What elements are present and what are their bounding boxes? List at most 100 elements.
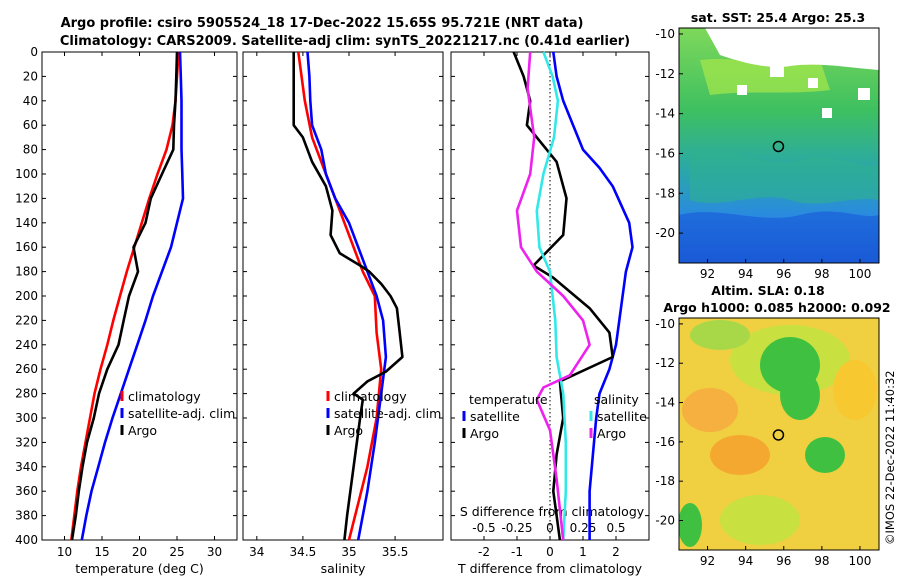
map-x-tick-label: 100 bbox=[848, 554, 871, 568]
title-line-1: Argo profile: csiro 5905524_18 17-Dec-20… bbox=[61, 16, 584, 31]
map-x-tick-label: 94 bbox=[738, 554, 753, 568]
argo-location-marker bbox=[772, 140, 785, 153]
sla-map-title-line-1: Altim. SLA: 0.18 bbox=[711, 283, 824, 298]
legend-label: Argo bbox=[470, 426, 499, 441]
x-tick-label: 20 bbox=[132, 545, 147, 559]
x-tick-label: 15 bbox=[94, 545, 109, 559]
map-y-tick-label: -18 bbox=[655, 474, 675, 488]
y-tick-label: 340 bbox=[15, 460, 38, 474]
s-axis-label: S difference from climatology bbox=[460, 504, 645, 519]
map-y-tick-label: -16 bbox=[655, 146, 675, 160]
series-line-climatology bbox=[70, 51, 180, 541]
x-axis-label: temperature (deg C) bbox=[75, 561, 204, 576]
sla-map-axes: 92 94 96 98 100 -10 -12 -14 -16 -18 -20 bbox=[655, 317, 880, 568]
map-x-tick-label: 96 bbox=[776, 554, 791, 568]
map-y-tick-label: -14 bbox=[655, 107, 675, 121]
y-tick-label: 300 bbox=[15, 411, 38, 425]
map-frame bbox=[678, 317, 880, 551]
legend-label: Argo bbox=[597, 426, 626, 441]
x-tick-label: 35 bbox=[341, 545, 356, 559]
map-y-tick-label: -18 bbox=[655, 186, 675, 200]
plot-frame bbox=[41, 51, 238, 541]
y-tick-label: 0 bbox=[30, 45, 38, 59]
y-tick-label: 180 bbox=[15, 265, 38, 279]
map-x-tick-label: 96 bbox=[776, 267, 791, 281]
x-tick-label: -1 bbox=[511, 545, 523, 559]
map-y-tick-label: -10 bbox=[655, 317, 675, 331]
s-tick-label: -0.5 bbox=[472, 521, 495, 535]
map-x-tick-label: 94 bbox=[738, 267, 753, 281]
x-tick-label: 1 bbox=[579, 545, 587, 559]
sst-map-axes: 92 94 96 98 100 -10 -12 -14 -16 -18 -20 bbox=[655, 27, 880, 281]
sst-map bbox=[679, 28, 879, 263]
credit-text: ©IMOS 22-Dec-2022 11:40:32 bbox=[883, 370, 897, 545]
y-tick-label: 280 bbox=[15, 387, 38, 401]
series-line-argo bbox=[70, 51, 179, 541]
map-x-tick-label: 92 bbox=[700, 554, 715, 568]
x-tick-label: 25 bbox=[169, 545, 184, 559]
series-line-climatology bbox=[297, 51, 383, 541]
series-line-satellite-adj-clim bbox=[306, 51, 388, 541]
legend-title-salinity: salinity bbox=[594, 392, 639, 407]
difference-panel: -2 -1 0 1 2 T difference from climatology S di… bbox=[450, 51, 650, 576]
s-tick-label: 0.5 bbox=[606, 521, 625, 535]
legend-label: climatology bbox=[128, 389, 201, 404]
x-axis-label: T difference from climatology bbox=[457, 561, 643, 576]
map-y-tick-label: -20 bbox=[655, 226, 675, 240]
legend-label: satellite bbox=[470, 409, 520, 424]
map-x-tick-label: 92 bbox=[700, 267, 715, 281]
y-tick-label: 400 bbox=[15, 533, 38, 547]
temperature-panel: 0 20 40 60 80 100 120 140 160 180 200 220 240 260 280 3… bbox=[15, 45, 238, 576]
x-tick-label: 2 bbox=[612, 545, 620, 559]
y-tick-label: 60 bbox=[23, 118, 38, 132]
x-tick-label: 34 bbox=[249, 545, 264, 559]
salinity-panel: 34 34.5 35 35.5 salinity climatology satellite… bbox=[242, 51, 444, 576]
credit-label: ©IMOS 22-Dec-2022 11:40:32 bbox=[883, 370, 897, 545]
s-tick-label: 0.25 bbox=[570, 521, 597, 535]
legend-label: Argo bbox=[334, 423, 363, 438]
map-y-tick-label: -20 bbox=[655, 514, 675, 528]
map-x-tick-label: 98 bbox=[814, 267, 829, 281]
y-tick-label: 80 bbox=[23, 143, 38, 157]
y-tick-label: 140 bbox=[15, 216, 38, 230]
y-tick-label: 200 bbox=[15, 289, 38, 303]
y-tick-label: 100 bbox=[15, 167, 38, 181]
title-line-2: Climatology: CARS2009. Satellite-adj cli… bbox=[60, 34, 630, 49]
sst-map-title: sat. SST: 25.4 Argo: 25.3 bbox=[691, 10, 865, 25]
map-y-tick-label: -14 bbox=[655, 396, 675, 410]
map-x-tick-label: 100 bbox=[848, 267, 871, 281]
plot-frame bbox=[242, 51, 444, 541]
series-line-argo bbox=[292, 52, 404, 541]
s-tick-label: 0 bbox=[546, 521, 554, 535]
x-tick-label: -2 bbox=[478, 545, 490, 559]
series-line-satellite-adj-clim bbox=[80, 51, 185, 541]
y-tick-label: 360 bbox=[15, 484, 38, 498]
map-y-tick-label: -16 bbox=[655, 435, 675, 449]
sla-map bbox=[679, 318, 879, 550]
map-y-tick-label: -10 bbox=[655, 27, 675, 41]
y-tick-label: 20 bbox=[23, 69, 38, 83]
x-tick-label: 30 bbox=[207, 545, 222, 559]
y-tick-label: 160 bbox=[15, 240, 38, 254]
y-tick-label: 320 bbox=[15, 435, 38, 449]
series-line-s-satellite bbox=[535, 51, 568, 541]
x-axis-label: salinity bbox=[321, 561, 366, 576]
y-tick-label: 40 bbox=[23, 94, 38, 108]
legend-label: climatology bbox=[334, 389, 407, 404]
y-tick-label: 380 bbox=[15, 509, 38, 523]
sla-map-title-line-2: Argo h1000: 0.085 h2000: 0.092 bbox=[663, 300, 890, 315]
x-tick-label: 34.5 bbox=[290, 545, 317, 559]
y-tick-label: 240 bbox=[15, 338, 38, 352]
x-tick-label: 35.5 bbox=[382, 545, 409, 559]
series-line-t-satellite bbox=[552, 51, 634, 540]
legend-label: satellite-adj. clim bbox=[334, 406, 441, 421]
s-tick-label: -0.25 bbox=[501, 521, 532, 535]
series-line-t-argo bbox=[512, 51, 615, 541]
map-y-tick-label: -12 bbox=[655, 356, 675, 370]
x-tick-label: 10 bbox=[57, 545, 72, 559]
x-tick-label: 0 bbox=[546, 545, 554, 559]
map-x-tick-label: 98 bbox=[814, 554, 829, 568]
series-line-s-argo bbox=[515, 51, 591, 541]
legend-label: satellite bbox=[597, 409, 647, 424]
